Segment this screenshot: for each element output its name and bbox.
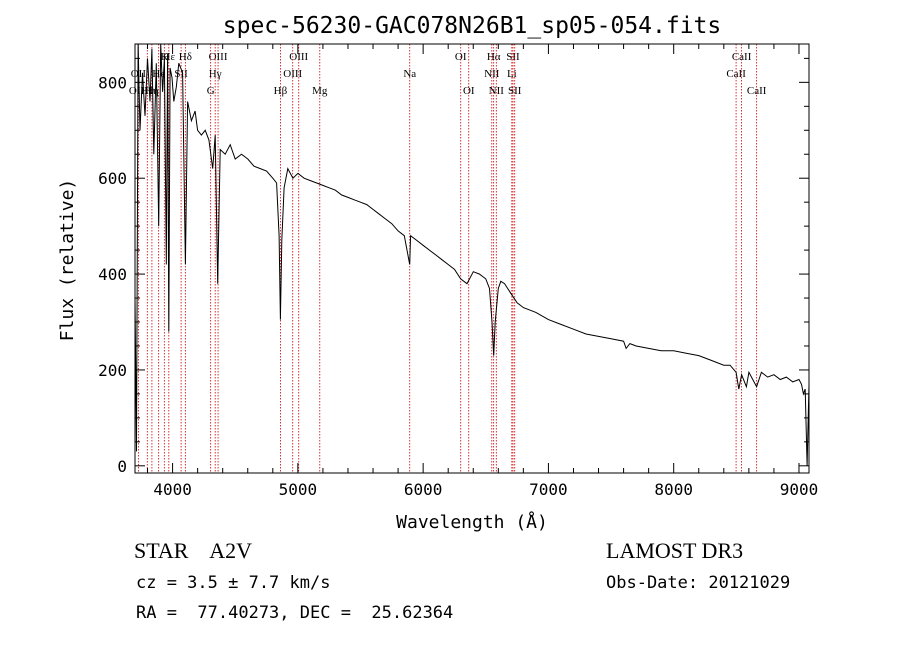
obs-date: Obs-Date: 20121029 [606,573,791,593]
line-label: Mg [312,85,328,97]
line-label: CaII [726,68,746,80]
line-label: G [207,85,215,97]
y-tick-label: 600 [98,169,127,188]
x-tick-label: 4000 [153,480,192,499]
chart-title: spec-56230-GAC078N26B1_sp05-054.fits [223,13,722,39]
line-label: Li [507,68,517,80]
line-label: OIII [289,51,308,63]
y-tick-label: 0 [117,457,127,476]
y-tick-label: 800 [98,73,127,92]
line-label: Hδ [179,51,192,63]
line-label: CaII [747,85,767,97]
object-class: STAR A2V [134,538,253,563]
y-axis-label: Flux (relative) [57,179,78,342]
x-axis-label: Wavelength (Å) [396,511,548,533]
line-label: SII [508,85,522,97]
coordinates: RA = 77.40273, DEC = 25.62364 [136,603,454,623]
spectrum-chart: spec-56230-GAC078N26B1_sp05-054.fits HεO… [57,13,818,533]
line-label: Hβ [274,85,288,97]
line-label: OIII [209,51,228,63]
y-tick-label: 200 [98,361,127,380]
line-label: K [160,51,168,63]
line-label: CaII [732,51,752,63]
axis-ticks: 4000 5000 6000 7000 8000 9000 0 200 400 600 800 [98,44,818,499]
line-label: OIII [283,68,302,80]
line-label: OI [463,85,475,97]
x-tick-label: 9000 [780,480,819,499]
line-label: Hγ [209,68,222,80]
spectrum-line [134,43,810,466]
line-label: NII [484,68,500,80]
line-label: Hθ [141,85,154,97]
x-tick-label: 5000 [279,480,318,499]
line-label: OI [455,51,467,63]
plot-frame [134,43,810,474]
survey-label: LAMOST DR3 [606,538,744,563]
line-label: Hα [487,51,501,63]
x-tick-label: 6000 [404,480,443,499]
y-tick-label: 400 [98,265,127,284]
redshift-value: cz = 3.5 ± 7.7 km/s [136,573,331,593]
line-label: Na [403,68,416,80]
line-label: NII [489,85,505,97]
line-label: SII [506,51,520,63]
x-tick-label: 7000 [529,480,568,499]
x-tick-label: 8000 [654,480,693,499]
